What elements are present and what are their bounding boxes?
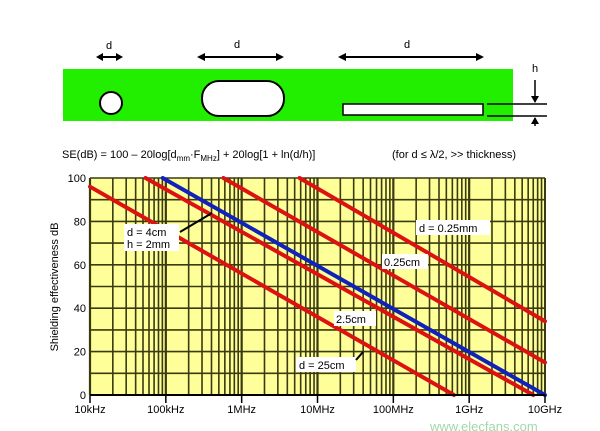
x-tick-label: 10kHz: [74, 404, 105, 416]
series-line: [221, 176, 547, 365]
y-tick-label: 0: [80, 390, 86, 402]
x-tick-label: 10GHz: [528, 404, 562, 416]
x-tick-label: 1GHz: [455, 404, 483, 416]
x-tick-label: 100kHz: [147, 404, 184, 416]
annotation-0-25cm: 0.25cm: [384, 257, 420, 269]
annotation-blue-line-2: h = 2mm: [127, 239, 170, 251]
annotation-arrow: [179, 212, 213, 233]
x-tick-label: 100MHz: [373, 404, 414, 416]
y-tick-label: 40: [74, 303, 86, 315]
y-tick-label: 100: [68, 173, 86, 185]
series-line: [160, 176, 547, 397]
x-tick-label: 1MHz: [227, 404, 256, 416]
formula: SE(dB) = 100 – 20log[dmm·FMHz] + 20log[1…: [62, 149, 315, 163]
series-group: [88, 176, 547, 397]
annotation-arrow-25cm: [355, 351, 364, 361]
slot-aperture: [342, 103, 484, 116]
round-aperture: [99, 91, 123, 115]
d-label-2: d: [234, 39, 240, 51]
aperture-diagram: d d d h: [63, 39, 547, 126]
formula-condition: (for d ≤ λ/2, >> thickness): [392, 149, 516, 161]
annotation-blue-line-1: d = 4cm: [127, 227, 166, 239]
oblong-aperture: [201, 80, 285, 117]
d-label-1: d: [106, 40, 112, 52]
annotation-0-25mm: d = 0.25mm: [419, 223, 477, 235]
x-axis: 10kHz 100kHz 1MHz 10MHz 100MHz 1GHz 10GHz: [74, 394, 562, 416]
y-axis-label: Shielding effectiveness dB: [49, 223, 61, 352]
d-label-3: d: [404, 39, 410, 51]
y-tick-label: 80: [74, 216, 86, 228]
series-line: [88, 184, 456, 397]
watermark: www.elecfans.com: [429, 419, 538, 431]
annotation-25cm: d = 25cm: [299, 360, 345, 372]
series-line: [297, 176, 547, 324]
h-label: h: [532, 63, 538, 75]
y-axis: 0 20 40 60 80 100: [68, 173, 86, 402]
y-tick-label: 60: [74, 260, 86, 272]
y-tick-label: 20: [74, 347, 86, 359]
x-tick-label: 10MHz: [300, 404, 335, 416]
annotation-2-5cm: 2.5cm: [336, 314, 366, 326]
